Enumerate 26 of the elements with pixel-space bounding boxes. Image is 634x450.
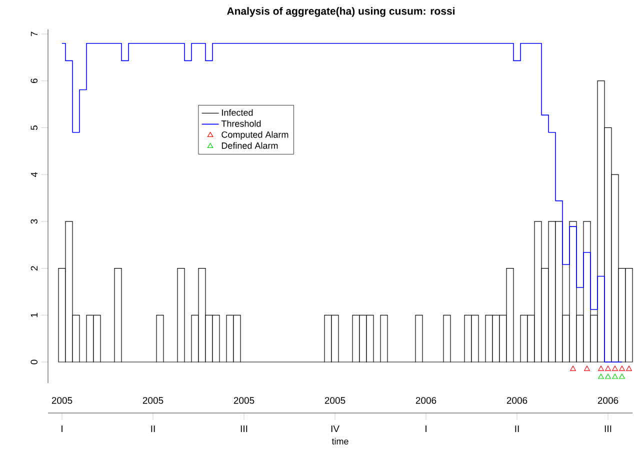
y-tick-label: 0: [30, 360, 38, 364]
y-tick-label: 2: [30, 266, 38, 270]
text: 2005: [142, 397, 164, 404]
text: 2005: [234, 397, 254, 404]
x-tick-label: III: [604, 426, 612, 432]
x-tick-label: III: [240, 426, 248, 432]
legend-label: Computed Alarm: [222, 131, 288, 140]
text: 2005: [52, 397, 72, 404]
y-tick-label: 4: [30, 172, 38, 177]
x-axis-title: time: [332, 438, 348, 445]
x-tick-label: II: [151, 426, 155, 432]
legend-label: Threshold: [221, 120, 261, 127]
y-tick-label: 6: [30, 78, 38, 83]
chart-title: Analysis of aggregate(ha) using cusum: rossi: [227, 7, 455, 17]
text: 2005: [324, 397, 346, 404]
y-tick-label: 7: [30, 32, 38, 36]
y-tick-label: 3: [30, 219, 38, 224]
x-tick-label: II: [515, 426, 519, 432]
text: 2006: [506, 397, 528, 404]
y-tick-label: 5: [30, 125, 38, 130]
text: 2006: [416, 397, 436, 404]
legend-label: Defined Alarm: [222, 142, 278, 149]
text: 2006: [598, 397, 618, 404]
legend-label: Infected: [222, 109, 253, 116]
x-tick-label: IV: [331, 426, 340, 432]
y-tick-label: 1: [30, 312, 38, 318]
